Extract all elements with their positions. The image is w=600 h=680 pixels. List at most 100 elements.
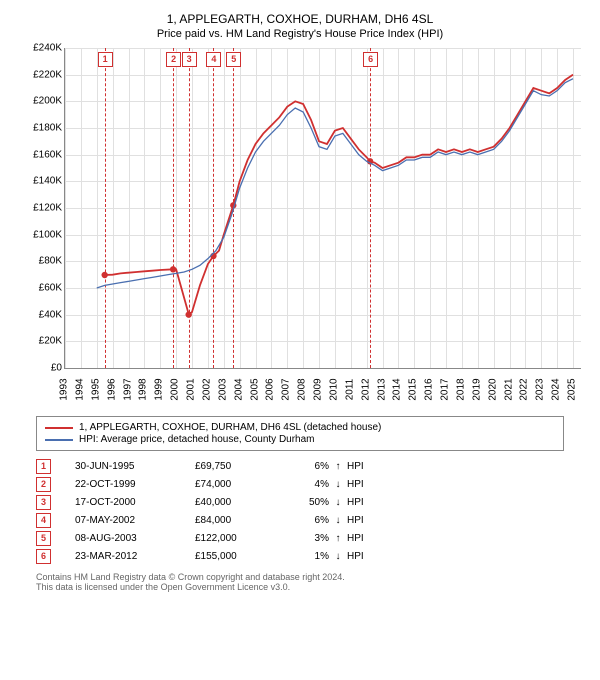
tx-date-cell: 30-JUN-1995 — [75, 461, 195, 472]
series-line — [97, 79, 573, 288]
x-tick-label: 2004 — [233, 378, 244, 400]
x-tick-label: 2024 — [551, 378, 562, 400]
x-axis: 1993199419951996199719981999200020012002… — [64, 370, 580, 408]
y-tick-label: £140K — [20, 176, 62, 187]
y-tick-label: £220K — [20, 69, 62, 80]
x-tick-label: 2013 — [376, 378, 387, 400]
tx-price-cell: £40,000 — [195, 497, 285, 508]
x-tick-label: 2015 — [408, 378, 419, 400]
tx-price-cell: £84,000 — [195, 515, 285, 526]
x-tick-label: 2000 — [170, 378, 181, 400]
y-tick-label: £60K — [20, 283, 62, 294]
table-row: 4 07-MAY-2002£84,0006%↓HPI — [36, 513, 564, 528]
x-tick-label: 2006 — [265, 378, 276, 400]
x-tick-label: 2008 — [297, 378, 308, 400]
y-tick-label: £200K — [20, 96, 62, 107]
x-tick-label: 2007 — [281, 378, 292, 400]
series-line — [105, 75, 573, 315]
transaction-marker: 4 — [206, 52, 221, 67]
y-tick-label: £100K — [20, 229, 62, 240]
x-tick-label: 2021 — [503, 378, 514, 400]
tx-hpi-cell: HPI — [347, 551, 377, 562]
tx-pct-cell: 1% — [285, 551, 329, 562]
tx-hpi-cell: HPI — [347, 533, 377, 544]
legend-label: HPI: Average price, detached house, Coun… — [79, 434, 315, 445]
x-tick-label: 2010 — [328, 378, 339, 400]
x-tick-label: 2003 — [217, 378, 228, 400]
arrow-up-icon: ↑ — [329, 533, 347, 544]
y-tick-label: £0 — [20, 363, 62, 374]
tx-pct-cell: 50% — [285, 497, 329, 508]
table-row: 222-OCT-1999£74,0004%↓HPI — [36, 477, 564, 492]
transaction-marker: 2 — [166, 52, 181, 67]
transaction-marker: 1 — [98, 52, 113, 67]
x-tick-label: 1997 — [122, 378, 133, 400]
x-tick-label: 2012 — [360, 378, 371, 400]
x-tick-label: 2002 — [201, 378, 212, 400]
tx-marker-cell: 6 — [36, 549, 51, 564]
legend-label: 1, APPLEGARTH, COXHOE, DURHAM, DH6 4SL (… — [79, 422, 381, 433]
x-tick-label: 2001 — [186, 378, 197, 400]
y-tick-label: £180K — [20, 123, 62, 134]
legend-swatch — [45, 439, 73, 441]
y-tick-label: £240K — [20, 43, 62, 54]
tx-marker-cell: 3 — [36, 495, 51, 510]
x-tick-label: 2005 — [249, 378, 260, 400]
transaction-marker: 3 — [182, 52, 197, 67]
x-tick-label: 1996 — [106, 378, 117, 400]
tx-marker-cell: 1 — [36, 459, 51, 474]
legend: 1, APPLEGARTH, COXHOE, DURHAM, DH6 4SL (… — [36, 416, 564, 451]
tx-pct-cell: 6% — [285, 461, 329, 472]
transaction-marker: 5 — [226, 52, 241, 67]
tx-marker-cell: 5 — [36, 531, 51, 546]
tx-pct-cell: 6% — [285, 515, 329, 526]
x-tick-label: 2014 — [392, 378, 403, 400]
tx-price-cell: £74,000 — [195, 479, 285, 490]
x-tick-label: 2016 — [424, 378, 435, 400]
table-row: 317-OCT-2000£40,00050%↓HPI — [36, 495, 564, 510]
tx-marker-cell: 2 — [36, 477, 51, 492]
transaction-marker: 6 — [363, 52, 378, 67]
arrow-up-icon: ↑ — [329, 461, 347, 472]
tx-price-cell: £122,000 — [195, 533, 285, 544]
tx-hpi-cell: HPI — [347, 515, 377, 526]
tx-date-cell: 23-MAR-2012 — [75, 551, 195, 562]
chart-svg — [65, 48, 581, 368]
y-tick-label: £160K — [20, 149, 62, 160]
x-tick-label: 1998 — [138, 378, 149, 400]
tx-date-cell: 17-OCT-2000 — [75, 497, 195, 508]
transactions-table: 130-JUN-1995£69,7506%↑HPI222-OCT-1999£74… — [36, 459, 564, 564]
x-tick-label: 1993 — [59, 378, 70, 400]
legend-row: 1, APPLEGARTH, COXHOE, DURHAM, DH6 4SL (… — [45, 422, 555, 433]
tx-hpi-cell: HPI — [347, 497, 377, 508]
table-row: 130-JUN-1995£69,7506%↑HPI — [36, 459, 564, 474]
legend-row: HPI: Average price, detached house, Coun… — [45, 434, 555, 445]
chart-title-sub: Price paid vs. HM Land Registry's House … — [10, 28, 590, 40]
x-tick-label: 1994 — [74, 378, 85, 400]
chart-title-address: 1, APPLEGARTH, COXHOE, DURHAM, DH6 4SL — [10, 12, 590, 26]
x-tick-label: 2022 — [519, 378, 530, 400]
tx-date-cell: 08-AUG-2003 — [75, 533, 195, 544]
x-tick-label: 2023 — [535, 378, 546, 400]
tx-price-cell: £155,000 — [195, 551, 285, 562]
y-axis: £0£20K£40K£60K£80K£100K£120K£140K£160K£1… — [20, 48, 64, 368]
tx-date-cell: 22-OCT-1999 — [75, 479, 195, 490]
tx-date-cell: 07-MAY-2002 — [75, 515, 195, 526]
chart-container: £0£20K£40K£60K£80K£100K£120K£140K£160K£1… — [20, 48, 580, 408]
legend-swatch — [45, 427, 73, 429]
x-tick-label: 1995 — [90, 378, 101, 400]
tx-price-cell: £69,750 — [195, 461, 285, 472]
x-tick-label: 2020 — [487, 378, 498, 400]
arrow-down-icon: ↓ — [329, 479, 347, 490]
y-tick-label: £20K — [20, 336, 62, 347]
x-tick-label: 2017 — [440, 378, 451, 400]
tx-pct-cell: 4% — [285, 479, 329, 490]
arrow-down-icon: ↓ — [329, 551, 347, 562]
arrow-down-icon: ↓ — [329, 515, 347, 526]
tx-pct-cell: 3% — [285, 533, 329, 544]
x-tick-label: 2018 — [455, 378, 466, 400]
tx-marker-cell: 4 — [36, 513, 51, 528]
footer-line-1: Contains HM Land Registry data © Crown c… — [36, 572, 564, 582]
x-tick-label: 2025 — [567, 378, 578, 400]
y-tick-label: £120K — [20, 203, 62, 214]
